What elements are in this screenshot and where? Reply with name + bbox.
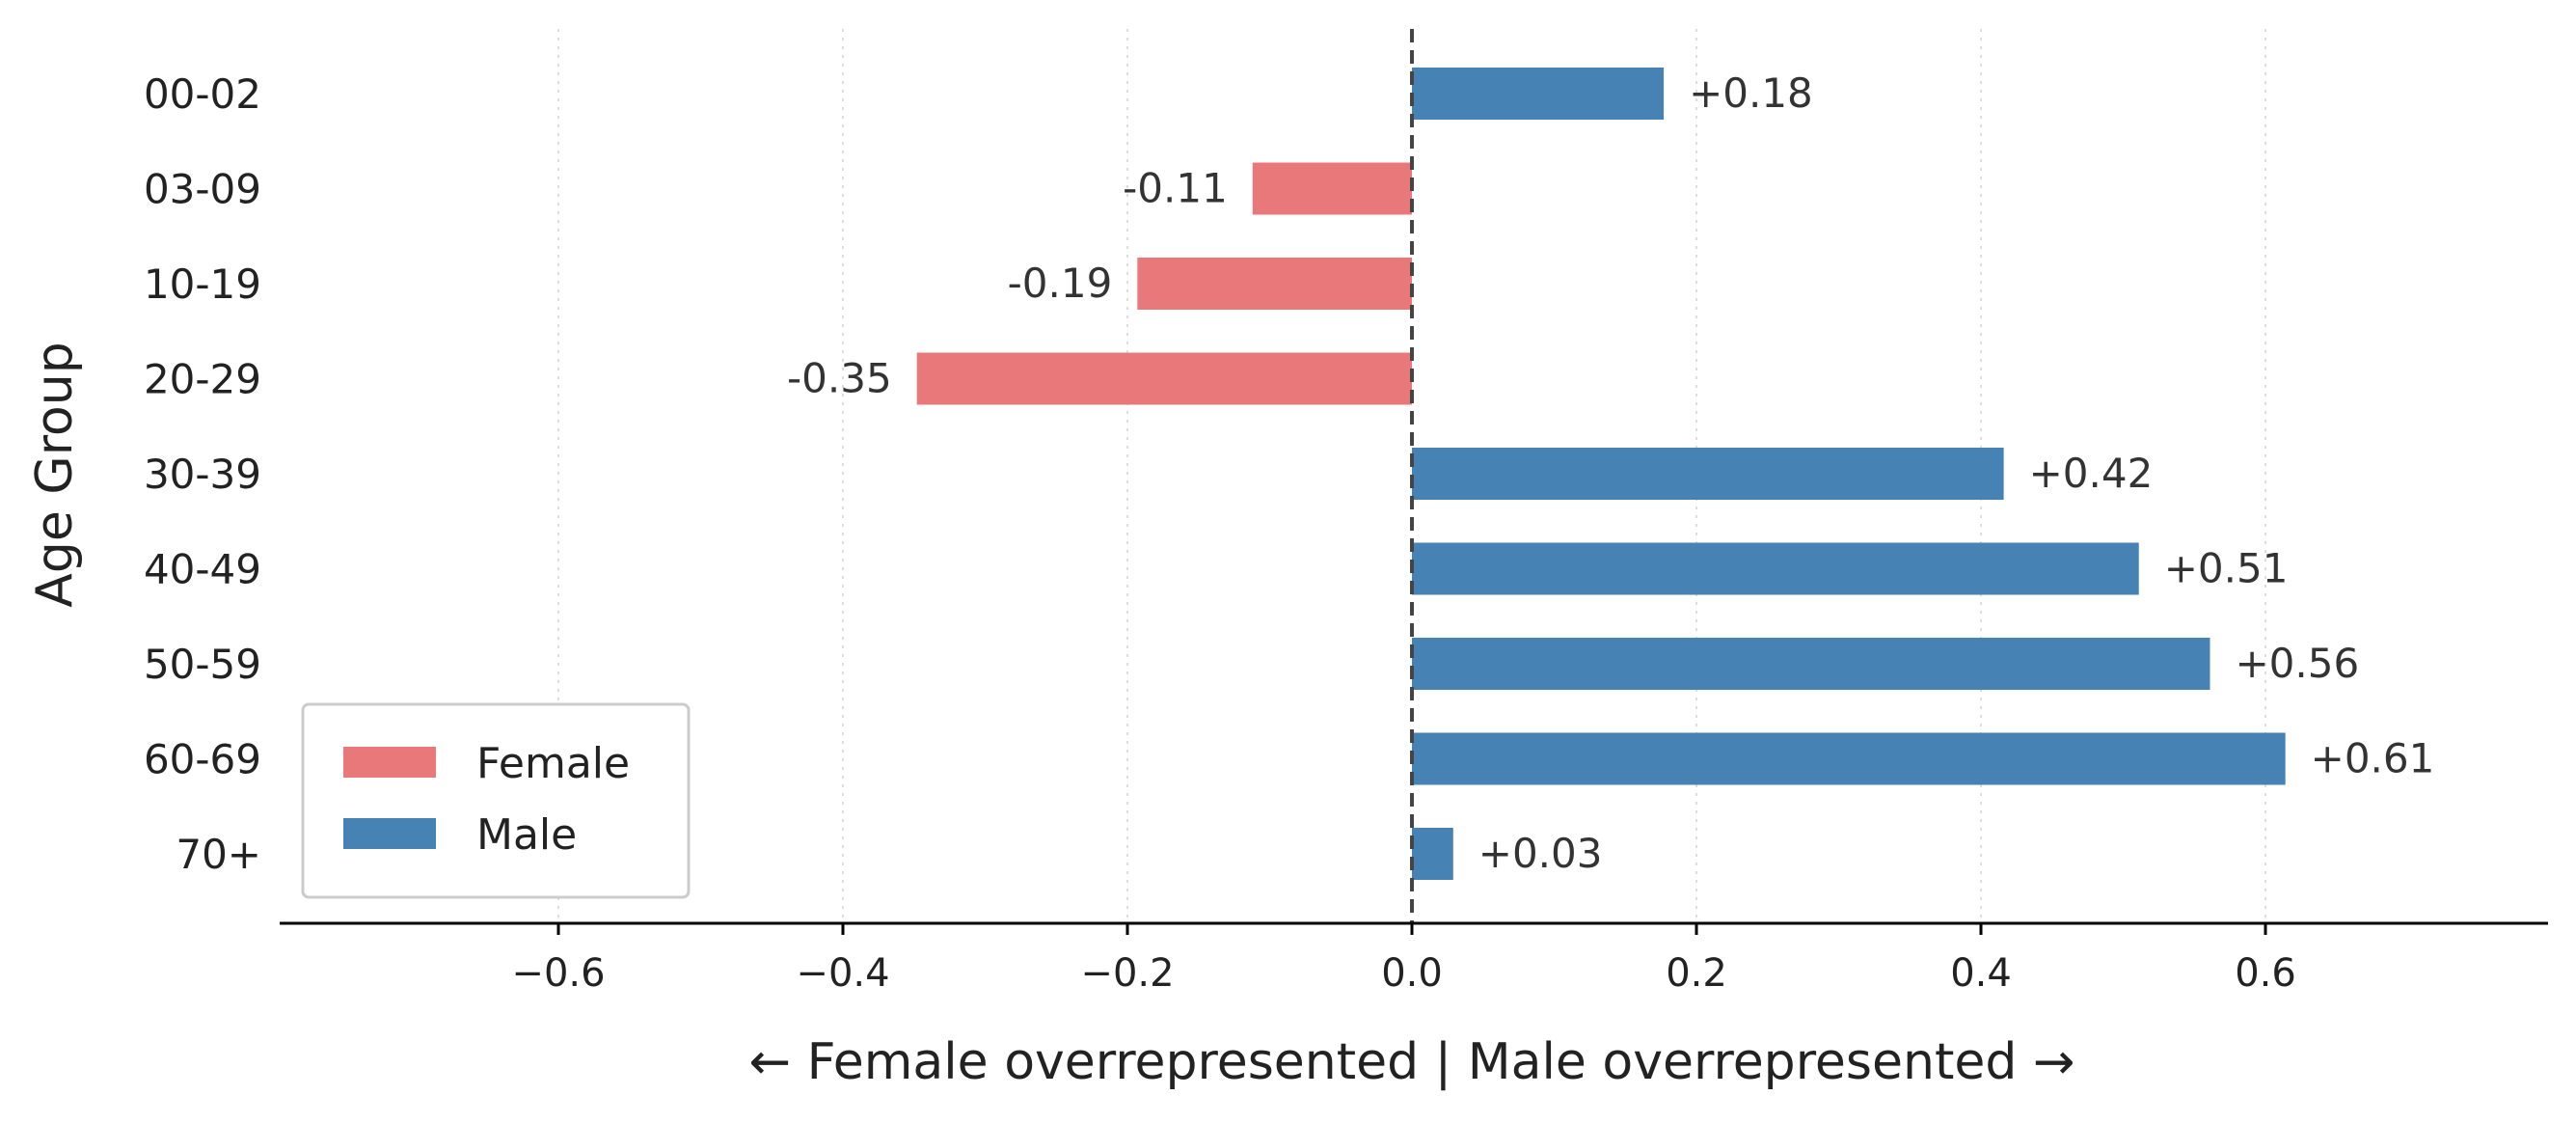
bar-00-02 bbox=[1412, 68, 1665, 120]
data-labels: +0.18 -0.11 -0.19 -0.35 +0.42 +0.51 +0.56 +0.61… bbox=[787, 69, 2434, 877]
legend-frame bbox=[301, 702, 691, 899]
x-tick-label: 0.4 bbox=[1950, 951, 2012, 996]
data-label: +0.03 bbox=[1478, 830, 1603, 877]
category-label: 03-09 bbox=[144, 166, 261, 213]
bar-40-49 bbox=[1412, 542, 2139, 595]
data-label: +0.61 bbox=[2311, 735, 2435, 782]
bar-70+ bbox=[1412, 828, 1453, 880]
data-label: +0.18 bbox=[1689, 69, 1813, 117]
x-tick-label: 0.6 bbox=[2235, 951, 2296, 996]
bar-30-39 bbox=[1412, 448, 2004, 500]
y-axis-title: Age Group bbox=[26, 342, 84, 607]
data-label: +0.56 bbox=[2235, 640, 2359, 687]
bar-03-09 bbox=[1252, 162, 1412, 215]
legend-label-male: Male bbox=[476, 810, 577, 860]
x-ticks: −0.6 −0.4 −0.2 0.0 0.2 0.4 0.6 bbox=[511, 923, 2296, 996]
legend: Female Male bbox=[301, 702, 691, 899]
category-label: 40-49 bbox=[144, 546, 261, 593]
x-tick-label: −0.6 bbox=[511, 951, 605, 996]
category-label: 50-59 bbox=[144, 641, 261, 688]
category-label: 20-29 bbox=[144, 356, 261, 403]
bar-10-19 bbox=[1137, 258, 1412, 310]
category-label: 60-69 bbox=[144, 736, 261, 783]
category-label: 10-19 bbox=[144, 260, 261, 308]
legend-swatch-male bbox=[343, 818, 436, 849]
data-label: +0.51 bbox=[2164, 545, 2289, 592]
category-label: 30-39 bbox=[144, 451, 261, 498]
bars bbox=[916, 68, 2286, 880]
x-tick-label: −0.4 bbox=[796, 951, 889, 996]
x-tick-label: 0.0 bbox=[1381, 951, 1443, 996]
data-label: +0.42 bbox=[2029, 450, 2154, 497]
data-label: -0.35 bbox=[787, 355, 892, 402]
data-label: -0.11 bbox=[1123, 165, 1228, 212]
x-tick-label: 0.2 bbox=[1666, 951, 1727, 996]
legend-swatch-female bbox=[343, 747, 436, 778]
grid-lines bbox=[557, 29, 2266, 923]
category-label: 00-02 bbox=[144, 70, 261, 118]
category-labels: 00-02 03-09 10-19 20-29 30-39 40-49 50-59 60-69… bbox=[144, 70, 261, 878]
data-label: -0.19 bbox=[1008, 260, 1113, 307]
bar-60-69 bbox=[1412, 732, 2286, 785]
bar-20-29 bbox=[916, 352, 1412, 405]
category-label: 70+ bbox=[176, 831, 261, 878]
bar-50-59 bbox=[1412, 638, 2210, 690]
legend-label-female: Female bbox=[476, 739, 630, 788]
x-axis-title: ← Female overrepresented | Male overrepr… bbox=[749, 1033, 2075, 1091]
x-tick-label: −0.2 bbox=[1080, 951, 1174, 996]
